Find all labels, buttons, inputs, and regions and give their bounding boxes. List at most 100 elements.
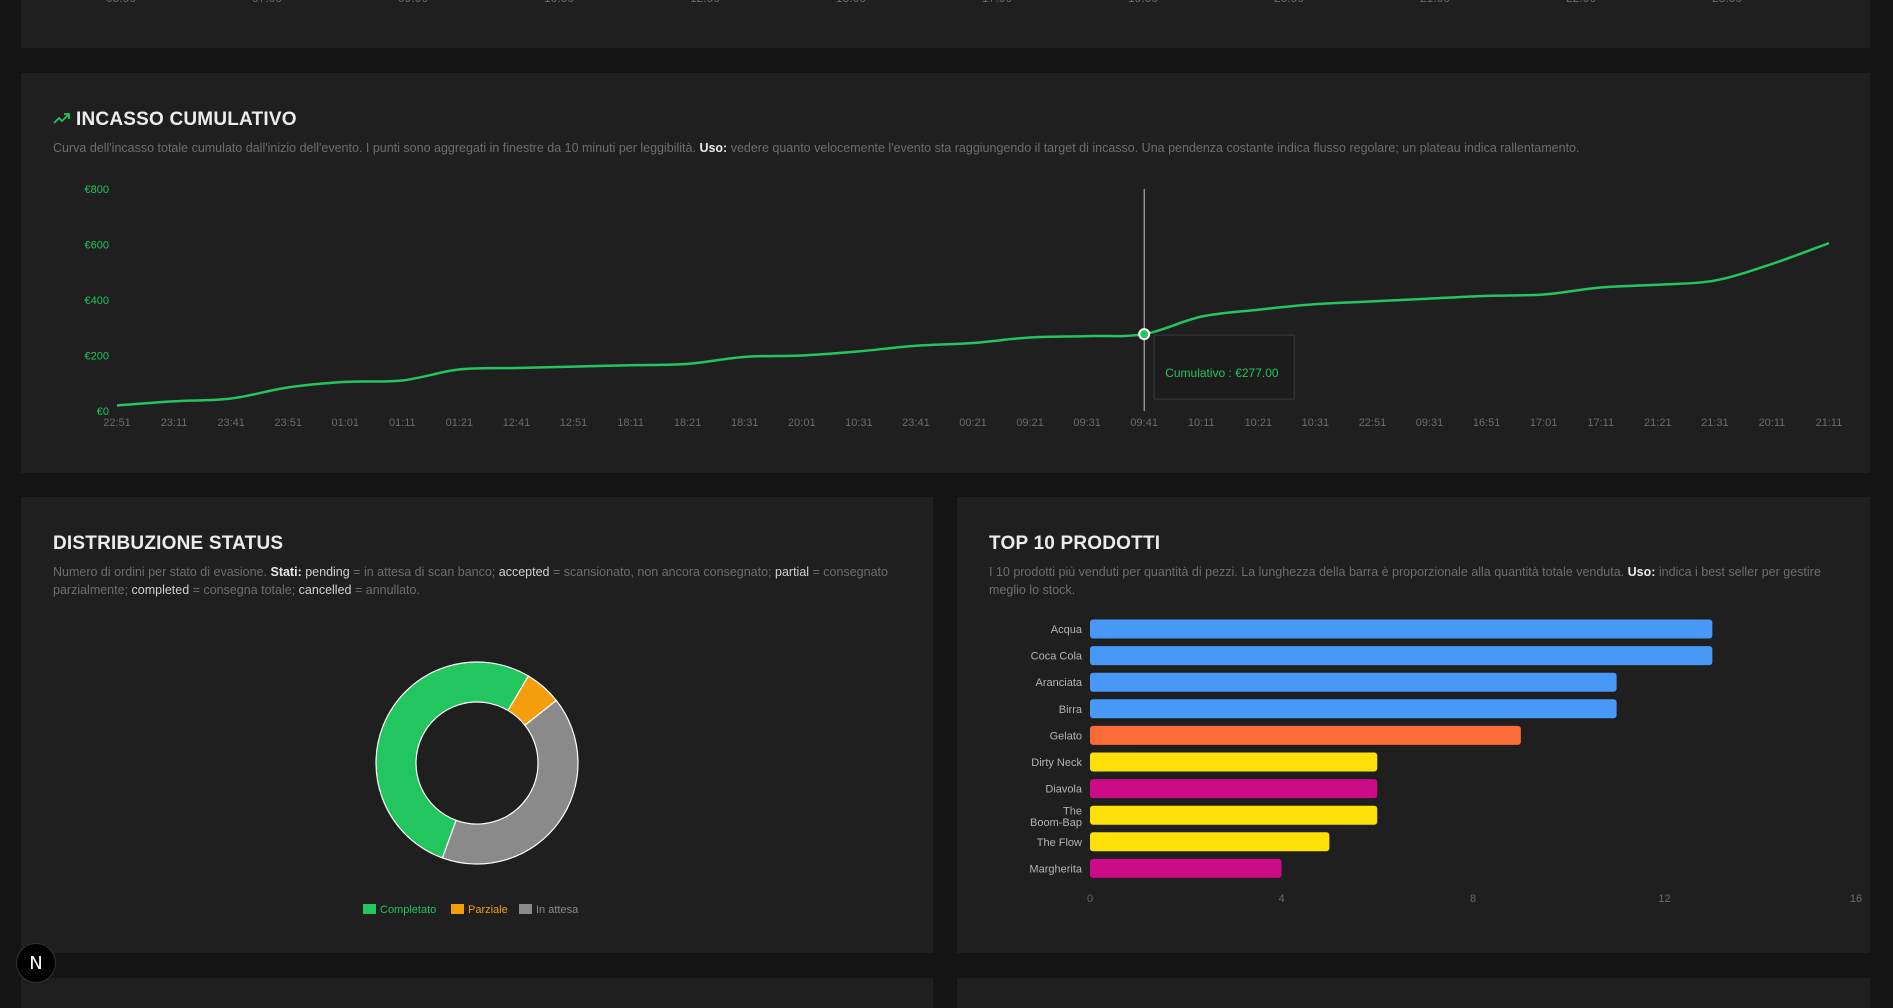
x-tick-label: 09:31 <box>1073 417 1101 429</box>
bar-category-label: Dirty Neck <box>1031 757 1082 769</box>
y-tick-label: €200 <box>85 351 109 363</box>
x-tick-label: 16:51 <box>1473 417 1501 429</box>
bottom-right-panel <box>957 978 1870 1008</box>
highlight-point <box>1138 328 1151 341</box>
x-tick-label: 01:11 <box>389 417 416 429</box>
bar-category-label: Boom-Bap <box>1030 817 1082 829</box>
trending-up-icon <box>53 113 70 124</box>
tooltip-value: Cumulativo : €277.00 <box>1165 366 1279 380</box>
x-tick-label: 18:21 <box>674 417 702 429</box>
x-tick-label: 01:21 <box>446 417 474 429</box>
tooltip-time: 09:41 <box>1165 344 1195 358</box>
status-donut-chart[interactable]: Completato Parziale In attesa <box>21 497 933 953</box>
x-tick-label: 23:41 <box>902 417 930 429</box>
x-tick-label: 10:21 <box>1245 417 1273 429</box>
top-chart-panel: 05:00 07:00 09:00 10:00 12:00 15:00 17:00 19:00… <box>21 0 1870 48</box>
x-tick-label: 0 <box>1087 893 1093 905</box>
top-chart-x-tick: 09:00 <box>398 0 428 5</box>
bar-coca-cola <box>1090 646 1713 666</box>
legend-label: Parziale <box>468 904 508 916</box>
x-tick-label: 16 <box>1850 893 1862 905</box>
bar-category-label: Acqua <box>1051 624 1083 636</box>
y-tick-label: €400 <box>85 295 109 307</box>
bar-diavola <box>1090 779 1378 799</box>
y-tick-label: €600 <box>85 240 109 252</box>
x-tick-label: 8 <box>1470 893 1476 905</box>
top-chart-x-tick: 19:00 <box>1128 0 1158 5</box>
top-chart-x-tick: 22:00 <box>1566 0 1596 5</box>
x-tick-label: 01:01 <box>332 417 360 429</box>
cumulative-description: Curva dell'incasso totale cumulato dall'… <box>53 141 1580 155</box>
bar-the-boom-bap <box>1090 805 1378 825</box>
x-tick-label: 20:01 <box>788 417 816 429</box>
bar-category-label: Margherita <box>1029 863 1082 875</box>
x-tick-label: 21:31 <box>1701 417 1729 429</box>
bar-category-label: Coca Cola <box>1031 651 1083 663</box>
x-tick-label: 00:21 <box>959 417 987 429</box>
status-panel: DISTRIBUZIONE STATUS Numero di ordini pe… <box>21 497 933 953</box>
legend-label: Completato <box>380 904 436 916</box>
top-chart-x-tick: 20:00 <box>1274 0 1304 5</box>
bar-margherita <box>1090 858 1282 878</box>
top-chart-x-tick: 23:00 <box>1712 0 1742 5</box>
x-tick-label: 09:41 <box>1130 417 1158 429</box>
y-tick-label: €0 <box>97 406 109 418</box>
cumulative-series-line <box>116 241 1830 407</box>
x-tick-label: 12:51 <box>560 417 588 429</box>
bar-category-label: Birra <box>1059 704 1083 716</box>
x-tick-label: 12 <box>1658 893 1670 905</box>
dev-indicator-badge[interactable]: N <box>16 943 56 983</box>
bar-dirty-neck <box>1090 752 1378 772</box>
legend-label: In attesa <box>536 904 579 916</box>
x-tick-label: 23:11 <box>161 417 188 429</box>
top-chart-svg: 05:00 07:00 09:00 10:00 12:00 15:00 17:00 19:00… <box>106 0 1742 5</box>
top-chart-x-tick: 17:00 <box>982 0 1012 5</box>
legend-swatch <box>363 904 376 914</box>
tooltip-box <box>1153 334 1295 400</box>
bar-birra <box>1090 699 1617 719</box>
x-tick-label: 20:11 <box>1759 417 1786 429</box>
bar-gelato <box>1090 725 1521 745</box>
legend-swatch <box>519 904 532 914</box>
bar-the-flow <box>1090 832 1330 852</box>
x-tick-label: 12:41 <box>503 417 531 429</box>
x-tick-label: 17:11 <box>1587 417 1614 429</box>
x-tick-label: 18:11 <box>617 417 644 429</box>
top-chart-x-tick: 15:00 <box>836 0 866 5</box>
top-chart-x-tick: 21:00 <box>1420 0 1450 5</box>
y-tick-label: €800 <box>85 184 109 196</box>
status-description: Numero di ordini per stato di evasione. … <box>53 565 888 597</box>
cumulative-title: INCASSO CUMULATIVO <box>76 109 297 130</box>
donut-slice-completato <box>375 661 530 859</box>
x-tick-label: 21:11 <box>1816 417 1843 429</box>
cumulative-panel: INCASSO CUMULATIVO Curva dell'incasso to… <box>21 73 1870 473</box>
bar-category-label: The Flow <box>1037 837 1082 849</box>
top-chart-x-tick: 05:00 <box>106 0 136 5</box>
top10-bar-chart[interactable]: Acqua Coca Cola Aranciata Birra Gelato Dirty … <box>957 497 1870 953</box>
x-tick-label: 4 <box>1278 893 1284 905</box>
x-tick-label: 10:31 <box>1302 417 1330 429</box>
x-tick-label: 23:51 <box>274 417 302 429</box>
top-chart-x-tick: 12:00 <box>690 0 720 5</box>
x-tick-label: 17:01 <box>1530 417 1558 429</box>
bar-category-label: Diavola <box>1045 784 1083 796</box>
status-title: DISTRIBUZIONE STATUS <box>53 533 284 554</box>
donut-slice-in-attesa <box>441 699 579 865</box>
bar-category-label: Gelato <box>1050 730 1082 742</box>
x-tick-label: 21:21 <box>1644 417 1672 429</box>
legend-swatch <box>451 904 464 914</box>
x-tick-label: 09:21 <box>1016 417 1044 429</box>
x-tick-label: 09:31 <box>1416 417 1444 429</box>
bar-aranciata <box>1090 672 1617 692</box>
x-tick-label: 22:51 <box>103 417 131 429</box>
x-tick-label: 10:31 <box>845 417 873 429</box>
top-chart-x-tick: 07:00 <box>252 0 282 5</box>
x-tick-label: 22:51 <box>1359 417 1387 429</box>
cumulative-line-chart[interactable]: €800€600€400€200€022:51 23:11 23:41 23:51 01… <box>21 73 1870 473</box>
x-tick-label: 18:31 <box>731 417 759 429</box>
bar-acqua <box>1090 619 1713 639</box>
bar-category-label: Aranciata <box>1036 677 1083 689</box>
top-chart-x-tick: 10:00 <box>544 0 574 5</box>
top10-description: I 10 prodotti più venduti per quantità d… <box>989 565 1821 597</box>
x-tick-label: 10:11 <box>1188 417 1215 429</box>
